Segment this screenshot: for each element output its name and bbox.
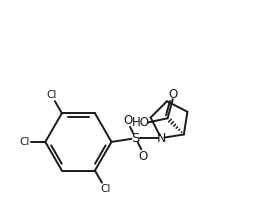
Text: S: S — [131, 131, 140, 144]
Text: O: O — [123, 114, 133, 127]
Text: Cl: Cl — [19, 137, 29, 147]
Text: HO: HO — [132, 116, 150, 129]
Text: Cl: Cl — [46, 90, 57, 100]
Text: O: O — [168, 88, 177, 101]
Text: Cl: Cl — [100, 184, 111, 194]
Text: O: O — [139, 150, 148, 163]
Text: N: N — [156, 131, 166, 144]
